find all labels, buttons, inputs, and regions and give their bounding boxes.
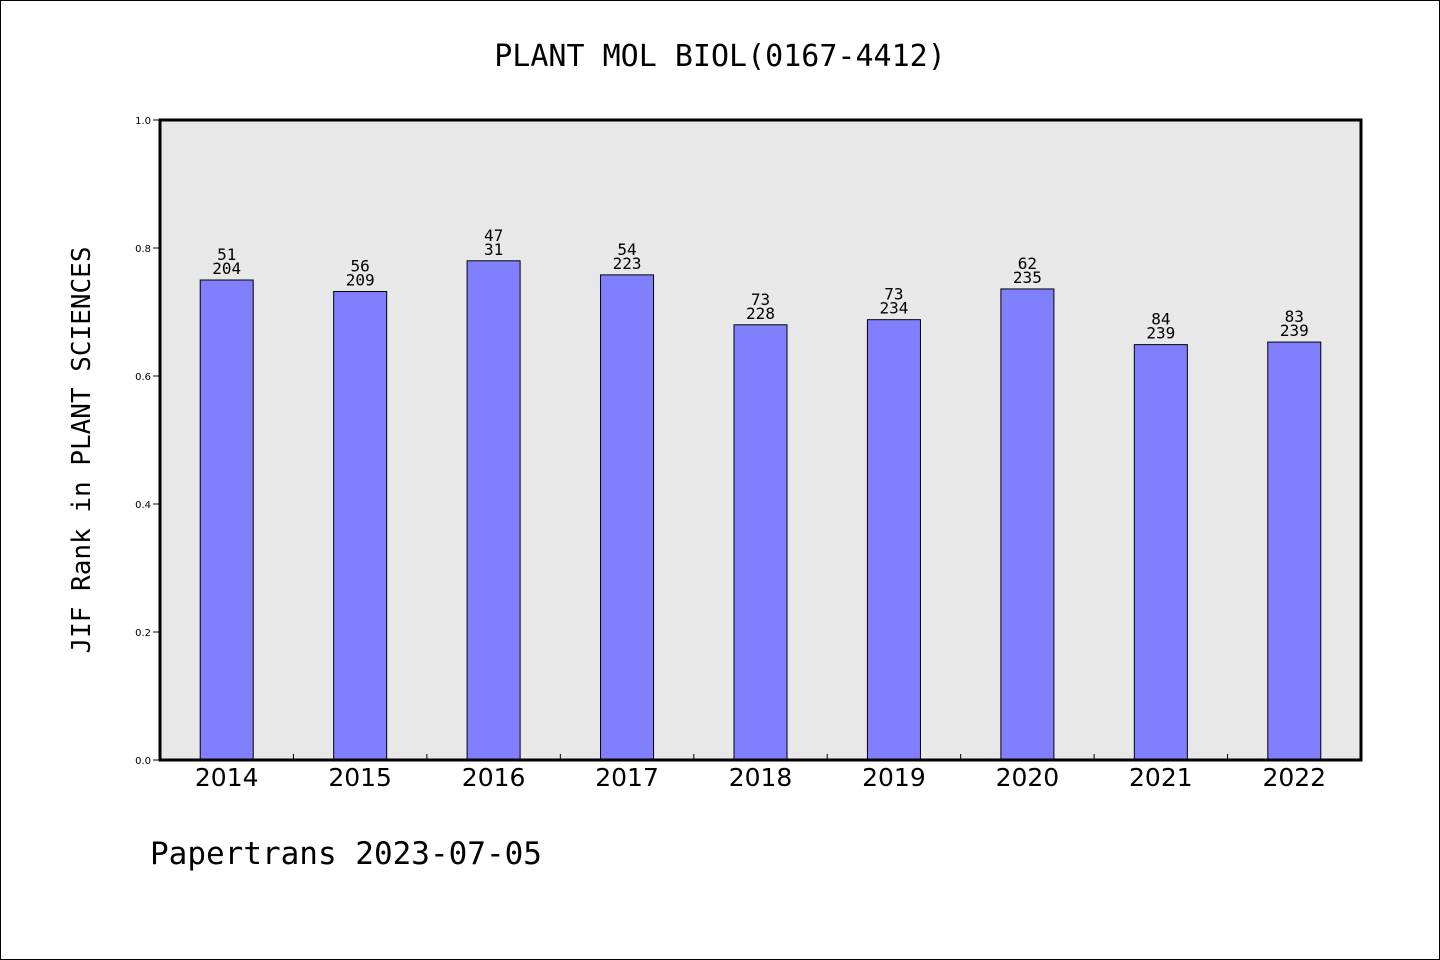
total-label-2017: 223 xyxy=(613,254,642,273)
bar-2017 xyxy=(600,274,655,761)
x-tick-label-2019: 2019 xyxy=(862,763,926,792)
x-tick-label-2016: 2016 xyxy=(462,763,526,792)
bar-2019 xyxy=(866,319,921,761)
x-tick-label-2017: 2017 xyxy=(595,763,659,792)
total-label-2019: 234 xyxy=(879,299,908,318)
total-label-2015: 209 xyxy=(346,271,375,290)
bar-2020 xyxy=(1000,288,1055,761)
rank-label-2014: 51 xyxy=(217,245,236,264)
bar-2021 xyxy=(1133,344,1188,761)
total-label-2014: 204 xyxy=(212,259,241,278)
rank-label-2017: 54 xyxy=(617,240,636,259)
bar-2016 xyxy=(466,260,521,761)
y-tick-label: 0.4 xyxy=(135,500,151,511)
x-tick-label-2020: 2020 xyxy=(996,763,1060,792)
x-tick-label-2014: 2014 xyxy=(195,763,259,792)
x-tick-label-2015: 2015 xyxy=(328,763,392,792)
x-tick-label-2021: 2021 xyxy=(1129,763,1193,792)
chart-title: PLANT MOL BIOL(0167-4412) xyxy=(494,39,946,74)
rank-label-2015: 56 xyxy=(351,257,370,276)
bar-2015 xyxy=(333,291,388,761)
y-tick-label: 0.8 xyxy=(135,244,151,255)
rank-label-2019: 73 xyxy=(884,285,903,304)
axis-layer: 0.0 0.2 0.4 0.6 0.8 1.0 2014 2015 2016 2017 2018 20… xyxy=(135,116,1326,792)
total-label-2022: 239 xyxy=(1280,321,1309,340)
total-label-2016: 31 xyxy=(484,240,503,259)
y-tick-label: 0.0 xyxy=(135,756,151,767)
rank-label-2020: 62 xyxy=(1018,254,1037,273)
x-tick-label-2018: 2018 xyxy=(729,763,793,792)
total-label-2020: 235 xyxy=(1013,268,1042,287)
y-tick-label: 0.2 xyxy=(135,628,151,639)
bar-2022 xyxy=(1267,341,1322,761)
bar-2014 xyxy=(199,279,254,761)
x-tick-label-2022: 2022 xyxy=(1262,763,1326,792)
bar-2018 xyxy=(733,324,788,761)
y-axis-label: JIF Rank in PLANT SCIENCES xyxy=(67,247,97,654)
rank-label-2021: 84 xyxy=(1151,310,1170,329)
plot-border xyxy=(158,118,1363,762)
total-label-2021: 239 xyxy=(1146,324,1175,343)
total-label-2018: 228 xyxy=(746,304,775,323)
rank-label-2016: 47 xyxy=(484,226,503,245)
bars-layer xyxy=(199,260,1322,761)
rank-label-2022: 83 xyxy=(1285,307,1304,326)
y-tick-label: 1.0 xyxy=(135,116,151,127)
rank-label-2018: 73 xyxy=(751,290,770,309)
footer-source-date: Papertrans 2023-07-05 xyxy=(150,836,542,872)
y-tick-label: 0.6 xyxy=(135,372,151,383)
